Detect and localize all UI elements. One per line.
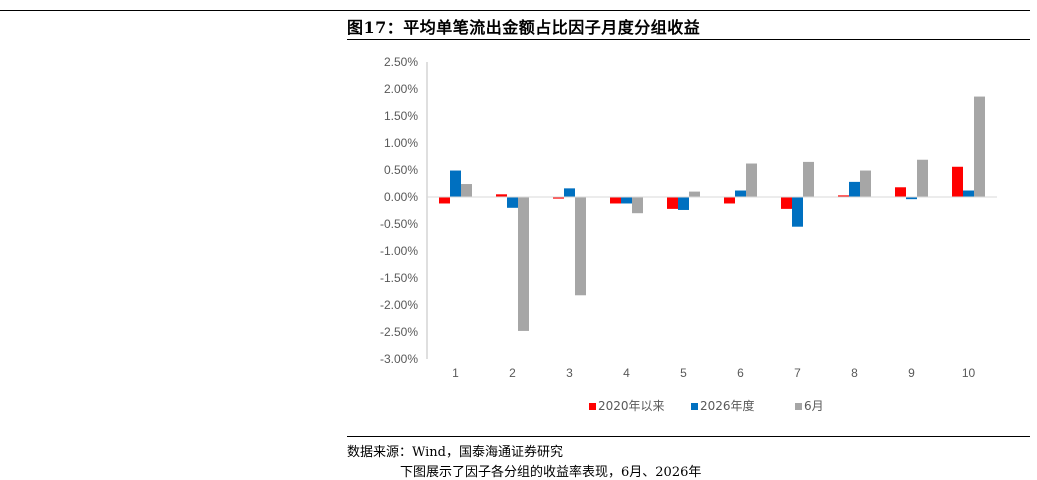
bar (974, 96, 985, 197)
bar (632, 197, 643, 214)
legend-swatch (691, 403, 698, 410)
legend-label: 2020年以来 (598, 399, 665, 413)
bar (906, 197, 917, 200)
y-tick-label: -1.50% (380, 271, 418, 285)
bar (792, 197, 803, 227)
y-tick-label: -3.00% (380, 352, 418, 366)
bar (895, 187, 906, 197)
source-rule (347, 436, 1030, 437)
y-tick-label: -0.50% (380, 217, 418, 231)
bar (621, 197, 632, 204)
legend-label: 2026年度 (700, 398, 755, 413)
bar (917, 159, 928, 197)
bar (860, 170, 871, 197)
source-note: 数据来源：Wind，国泰海通证券研究 (347, 445, 563, 460)
bar (746, 163, 757, 197)
legend-swatch (589, 403, 596, 410)
bar (678, 197, 689, 210)
body-text: 下图展示了因子各分组的收益率表现，6月、2026年 (400, 465, 702, 480)
bar (803, 161, 814, 197)
bar (507, 197, 518, 208)
figure-title: 图17：平均单笔流出金额占比因子月度分组收益 (347, 18, 701, 37)
y-tick-label: 1.00% (384, 136, 418, 150)
y-tick-label: 2.50% (384, 55, 418, 69)
legend-swatch (795, 403, 802, 410)
y-tick-label: 0.50% (384, 163, 418, 177)
top-rule (0, 10, 1030, 11)
y-tick-label: -2.50% (380, 325, 418, 339)
bar (496, 194, 507, 197)
bar (575, 197, 586, 296)
y-tick-label: -1.00% (380, 244, 418, 258)
x-tick-label: 10 (962, 366, 976, 380)
bar (781, 197, 792, 209)
y-tick-label: 0.00% (384, 190, 418, 204)
bar (610, 197, 621, 204)
bar (963, 190, 974, 197)
bar (952, 166, 963, 197)
bar (564, 188, 575, 197)
bar (849, 181, 860, 197)
x-tick-label: 8 (851, 366, 858, 380)
x-tick-label: 5 (680, 366, 687, 380)
y-tick-label: 2.00% (384, 82, 418, 96)
bar (667, 197, 678, 209)
y-tick-label: 1.50% (384, 109, 418, 123)
bar (689, 191, 700, 197)
x-tick-label: 2 (509, 366, 516, 380)
bar (518, 197, 529, 331)
bar-chart: 2.50% 2.00% 1.50% 1.00% 0.50% 0.00% -0.50% -1.0… (380, 55, 997, 413)
bar (553, 197, 564, 199)
bar (724, 197, 735, 204)
title-rule (347, 39, 1030, 40)
bar (461, 184, 472, 197)
bar (838, 195, 849, 197)
x-tick-label: 7 (794, 366, 801, 380)
x-tick-label: 9 (908, 366, 915, 380)
bar (439, 197, 450, 204)
x-tick-label: 1 (452, 366, 459, 380)
legend-label: 6月 (804, 399, 824, 413)
x-tick-label: 4 (623, 366, 630, 380)
y-tick-label: -2.00% (380, 298, 418, 312)
bar (735, 190, 746, 197)
x-tick-label: 3 (566, 366, 573, 380)
bar (450, 170, 461, 197)
x-tick-label: 6 (737, 366, 744, 380)
